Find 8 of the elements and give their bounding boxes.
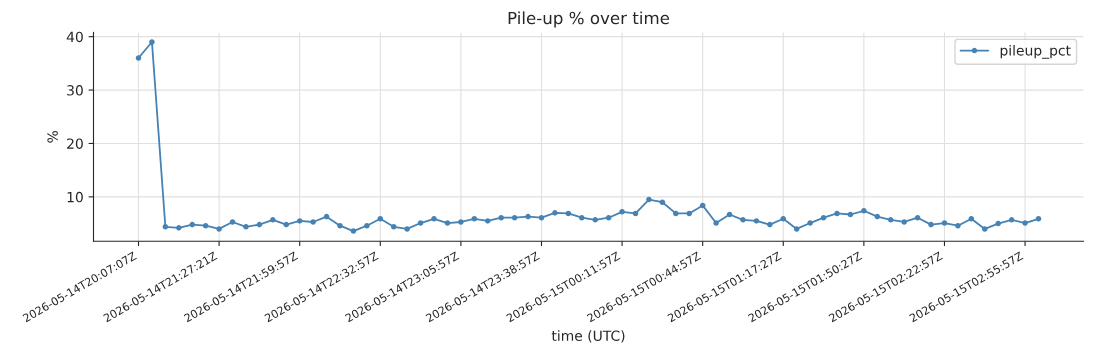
legend-label: pileup_pct — [1000, 44, 1071, 59]
y-tick-label: 10 — [67, 191, 83, 203]
x-axis-title: time (UTC) — [551, 330, 625, 343]
chart-title: Pile-up % over time — [508, 11, 670, 28]
y-tick-label: 40 — [66, 31, 83, 43]
y-axis-title: % — [47, 130, 58, 143]
y-tick-label: 20 — [67, 138, 83, 149]
y-tick-label: 30 — [67, 85, 83, 96]
